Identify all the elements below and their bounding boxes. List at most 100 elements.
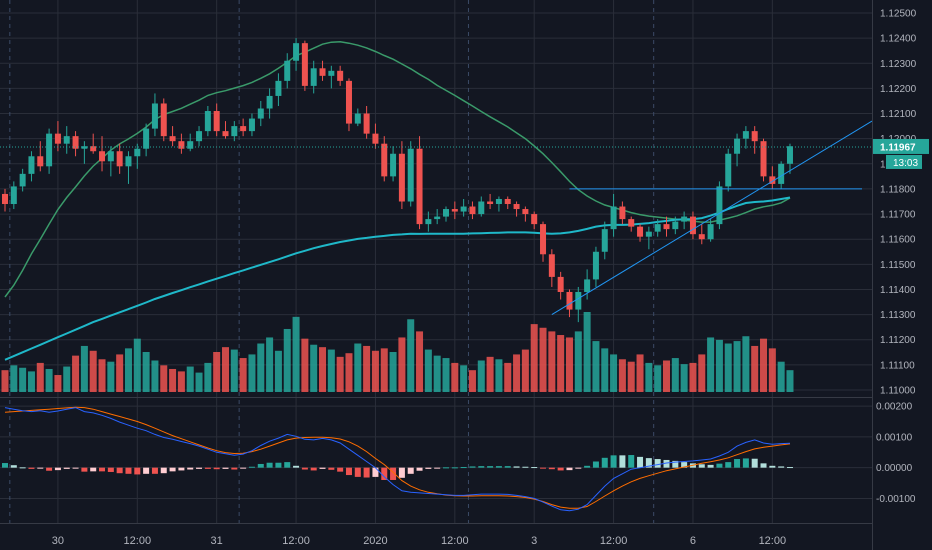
macd-histogram-bar [786, 467, 793, 469]
volume-bar [363, 345, 371, 392]
macd-histogram-bar [566, 467, 573, 471]
volume-bar [389, 352, 397, 392]
price-tick-label: 1.12500 [880, 9, 917, 20]
time-axis-label: 12:00 [124, 535, 152, 547]
volume-bar [1, 370, 9, 392]
candle-body [575, 291, 582, 310]
macd-histogram-bar [196, 467, 203, 469]
current-price-label: 1.11967 [880, 142, 916, 153]
candle-body [328, 70, 335, 76]
volume-bar [786, 370, 794, 392]
volume-bar [610, 354, 618, 392]
volume-bar [592, 341, 600, 392]
volume-bar [768, 348, 776, 392]
candle-body [10, 186, 17, 205]
candle-body [231, 126, 238, 137]
candle-body [760, 141, 767, 177]
macd-histogram-bar [319, 467, 326, 469]
macd-histogram-bar [451, 467, 458, 469]
macd-histogram-bar [398, 467, 405, 478]
macd-histogram-bar [734, 459, 741, 468]
volume-bar [89, 350, 97, 392]
candle-body [72, 136, 79, 149]
candle-body [151, 103, 158, 129]
volume-bar [751, 345, 759, 392]
trend-line[interactable] [551, 120, 873, 316]
candle-body [345, 80, 352, 124]
price-tick-label: 1.12300 [880, 59, 917, 70]
volume-bar [495, 359, 503, 392]
macd-histogram-bar [460, 467, 467, 469]
candle-body [725, 153, 732, 187]
macd-histogram-bar [46, 467, 53, 471]
volume-bar [133, 338, 141, 392]
candle-body [522, 209, 529, 215]
candle-body [610, 206, 617, 230]
volume-bar [266, 337, 274, 392]
macd-histogram-bar [575, 467, 582, 469]
volume-bar [530, 324, 538, 392]
macd-histogram-bar [301, 467, 308, 470]
macd-histogram-bar [654, 459, 661, 468]
candle-body [425, 219, 432, 225]
macd-histogram-bar [434, 467, 441, 469]
volume-bar [10, 365, 18, 392]
macd-histogram-bar [275, 462, 282, 468]
macd-histogram-bar [354, 467, 361, 477]
macd-histogram-bar [390, 467, 397, 480]
macd-histogram-bar [513, 466, 520, 468]
candle-body [495, 198, 502, 205]
candle-body [187, 141, 194, 149]
volume-bar [468, 370, 476, 392]
volume-bar [213, 352, 221, 392]
candle-body [37, 156, 44, 167]
volume-bar [177, 371, 185, 392]
time-axis-label: 6 [690, 535, 696, 547]
volume-bar [760, 338, 768, 392]
candle-body [310, 68, 317, 86]
volume-bar [451, 362, 459, 392]
candle-body [769, 176, 776, 184]
macd-histogram-bar [2, 463, 8, 468]
macd-histogram-bar [760, 463, 767, 468]
macd-histogram-bar [707, 464, 714, 468]
volume-bar [574, 331, 582, 392]
volume-bar [521, 349, 529, 392]
macd-tick-label: 0.00100 [876, 432, 913, 443]
macd-histogram-bar [504, 466, 511, 468]
candle-body [654, 224, 661, 232]
macd-histogram-bar [769, 465, 776, 468]
macd-histogram-bar [610, 455, 617, 468]
volume-bar [124, 348, 132, 392]
volume-bar [645, 362, 653, 392]
candle-body [548, 254, 555, 277]
candle-body [451, 209, 458, 212]
macd-histogram-bar [751, 458, 758, 468]
fast-ma-line [4, 40, 791, 298]
candle-body [293, 43, 300, 61]
macd-histogram-bar [478, 466, 485, 468]
time-axis-label: 30 [52, 535, 64, 547]
candle-body [54, 133, 61, 144]
macd-tick-label: -0.00100 [876, 494, 916, 505]
macd-histogram-bar [540, 467, 547, 469]
volume-bar [107, 361, 115, 392]
time-axis-label: 12:00 [441, 535, 469, 547]
candle-body [487, 201, 494, 205]
candle-body [734, 138, 741, 154]
volume-bar [618, 359, 626, 392]
macd-histogram-bar [37, 467, 44, 469]
candle-body [584, 279, 591, 292]
volume-bar [310, 344, 318, 392]
volume-bar [248, 354, 256, 392]
candle-body [619, 206, 626, 220]
volume-bar [663, 360, 670, 392]
volume-bar [257, 343, 265, 392]
candle-body [707, 224, 714, 240]
time-axis-label: 12:00 [759, 535, 787, 547]
candle-body [266, 95, 273, 109]
volume-bar [671, 358, 679, 392]
candle-body [557, 276, 564, 292]
